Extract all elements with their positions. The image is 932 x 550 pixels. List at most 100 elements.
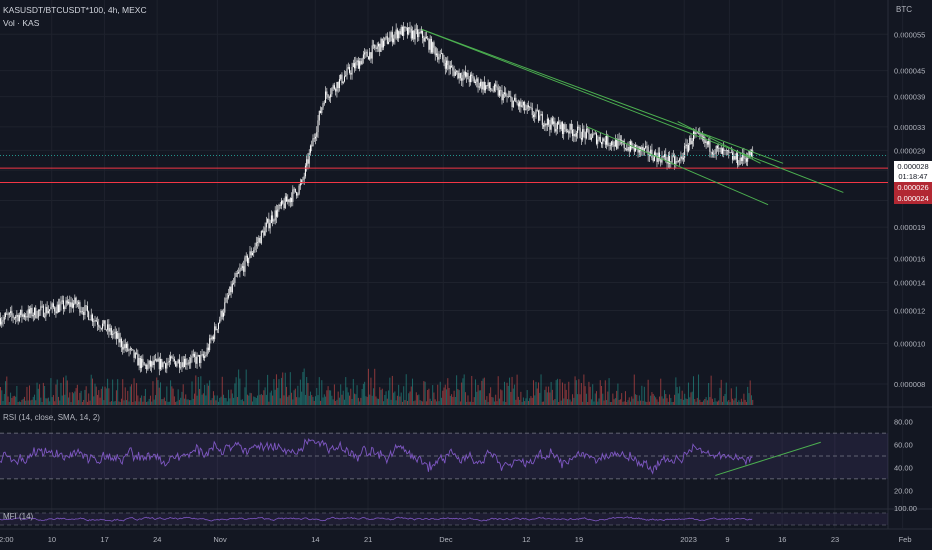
candle-body	[471, 74, 473, 77]
candle-body	[267, 218, 269, 223]
candle-body	[478, 86, 480, 88]
candle-body	[161, 358, 163, 368]
candle-body	[238, 271, 240, 274]
candle-body	[35, 307, 37, 318]
candle-body	[539, 115, 541, 121]
candle-body	[711, 152, 713, 155]
candle-body	[338, 79, 340, 88]
mfi-pane-label: MFI (14)	[3, 512, 34, 521]
candle-body	[750, 150, 752, 158]
volume-bar	[433, 392, 435, 405]
candle-body	[248, 257, 250, 264]
trendline	[421, 28, 784, 164]
candle-body	[611, 141, 613, 146]
volume-bar	[126, 400, 127, 405]
candle-body	[384, 37, 386, 41]
candle-body	[485, 85, 487, 91]
candle-body	[26, 316, 28, 318]
candle-body	[336, 82, 338, 92]
volume-bar	[564, 383, 566, 405]
candle-body	[328, 97, 330, 98]
volume-bar	[449, 395, 451, 405]
candle-body	[664, 154, 666, 157]
candle-body	[619, 139, 621, 141]
volume-bar	[238, 369, 240, 405]
volume-bar	[521, 401, 523, 405]
candle-body	[419, 32, 421, 33]
volume-bar	[684, 393, 686, 405]
candle-body	[502, 94, 504, 101]
candle-body	[662, 156, 664, 157]
candle-body	[20, 309, 22, 316]
candle-body	[645, 146, 647, 149]
volume-bar	[224, 397, 226, 405]
candle-body	[406, 27, 408, 35]
candle-body	[592, 134, 594, 138]
volume-bar	[41, 401, 43, 405]
volume-bar	[456, 375, 458, 405]
volume-bar	[667, 401, 669, 405]
volume-bar	[706, 400, 708, 405]
candle-body	[505, 92, 507, 96]
candle-body	[554, 121, 556, 132]
candle-body	[157, 358, 159, 362]
candle-body	[70, 302, 72, 307]
volume-bar	[491, 396, 493, 405]
volume-bar	[619, 399, 621, 405]
volume-bar	[686, 399, 688, 405]
volume-bar	[369, 394, 371, 405]
volume-bar	[729, 401, 731, 405]
volume-bar	[469, 401, 471, 405]
candle-body	[541, 114, 543, 126]
candle-body	[44, 316, 46, 318]
volume-bar	[59, 400, 61, 405]
candle-body	[674, 156, 676, 165]
volume-bar	[732, 398, 734, 405]
candle-body	[408, 27, 410, 35]
candle-body	[36, 317, 38, 318]
candle-body	[597, 139, 599, 144]
candle-body	[11, 311, 13, 316]
volume-bar	[84, 389, 86, 405]
candle-body	[356, 60, 358, 63]
volume-bar	[636, 394, 638, 405]
candle-body	[646, 146, 648, 147]
candle-body	[466, 72, 468, 77]
volume-bar	[599, 380, 601, 405]
volume-bar	[730, 388, 732, 405]
candle-body	[395, 29, 397, 35]
time-axis-label: Feb	[899, 535, 912, 544]
candle-body	[716, 146, 718, 149]
volume-bar	[149, 395, 151, 405]
volume-bar	[594, 393, 596, 405]
volume-bar	[89, 400, 91, 405]
volume-bar	[478, 390, 480, 405]
volume-bar	[404, 400, 406, 405]
volume-bar	[703, 400, 705, 405]
candle-body	[643, 148, 645, 152]
volume-bar	[17, 401, 19, 405]
candle-body	[423, 38, 425, 42]
volume-bar	[331, 395, 333, 405]
volume-bar	[748, 393, 750, 405]
candle-body	[650, 149, 652, 156]
candle-body	[347, 67, 349, 69]
volume-bar	[502, 401, 504, 405]
candle-body	[212, 336, 214, 340]
volume-bar	[543, 401, 545, 405]
volume-bar	[430, 401, 432, 405]
candle-body	[18, 315, 20, 322]
volume-bar	[401, 401, 403, 405]
volume-bar	[607, 391, 609, 405]
volume-bar	[381, 388, 383, 405]
candle-body	[136, 352, 138, 354]
volume-bar	[3, 393, 5, 405]
volume-bar	[500, 389, 502, 405]
volume-bar	[207, 385, 209, 405]
candle-body	[365, 51, 367, 53]
candle-body	[39, 310, 41, 311]
candle-body	[1, 321, 3, 325]
candle-body	[156, 359, 158, 362]
volume-bar	[286, 386, 288, 405]
